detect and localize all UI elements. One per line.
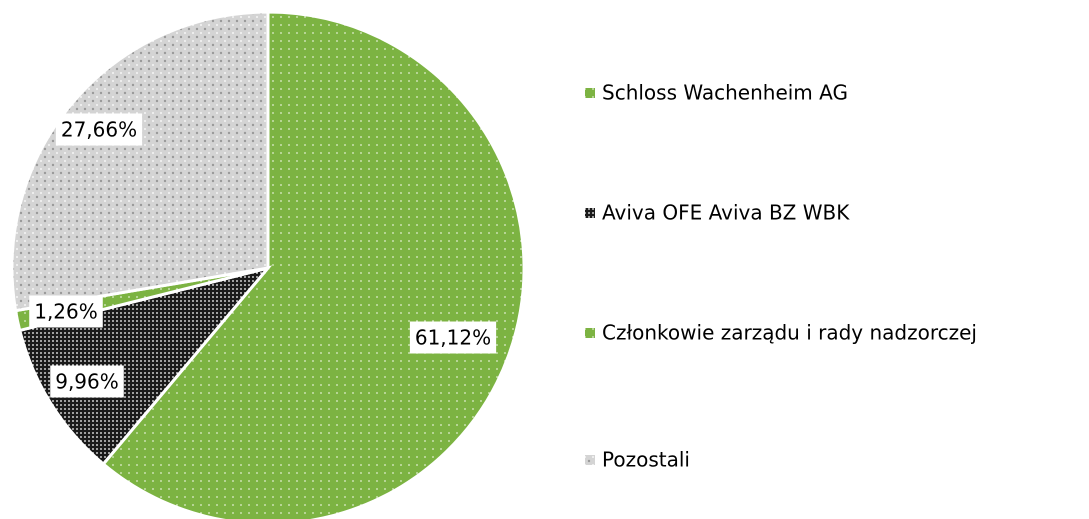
legend-label: Schloss Wachenheim AG — [602, 81, 848, 105]
data-label: 9,96% — [55, 370, 119, 394]
data-label: 61,12% — [415, 326, 491, 350]
pie-slice — [101, 10, 526, 519]
pie-slice — [10, 10, 270, 313]
data-label-box — [50, 365, 124, 398]
legend-marker — [585, 328, 595, 338]
legend-marker — [585, 88, 595, 98]
data-label: 27,66% — [61, 118, 137, 142]
data-label-box — [409, 321, 497, 354]
legend-label: Aviva OFE Aviva BZ WBK — [602, 201, 850, 225]
data-label: 1,26% — [34, 300, 98, 324]
legend-label: Członkowie zarządu i rady nadzorczej — [602, 321, 977, 345]
legend-marker — [585, 208, 595, 218]
legend-marker — [585, 455, 595, 465]
data-label-box — [55, 113, 143, 146]
data-label-box — [29, 295, 103, 328]
legend-label: Pozostali — [602, 448, 690, 472]
